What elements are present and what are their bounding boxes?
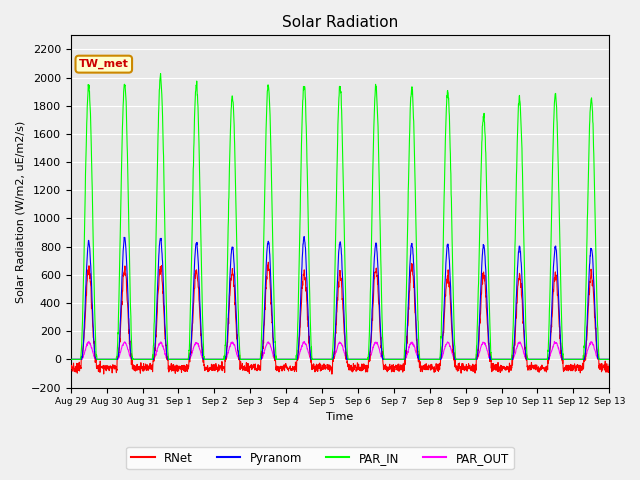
- X-axis label: Time: Time: [326, 412, 354, 422]
- Title: Solar Radiation: Solar Radiation: [282, 15, 398, 30]
- Legend: RNet, Pyranom, PAR_IN, PAR_OUT: RNet, Pyranom, PAR_IN, PAR_OUT: [126, 447, 514, 469]
- Text: TW_met: TW_met: [79, 59, 129, 69]
- Y-axis label: Solar Radiation (W/m2, uE/m2/s): Solar Radiation (W/m2, uE/m2/s): [15, 120, 25, 302]
